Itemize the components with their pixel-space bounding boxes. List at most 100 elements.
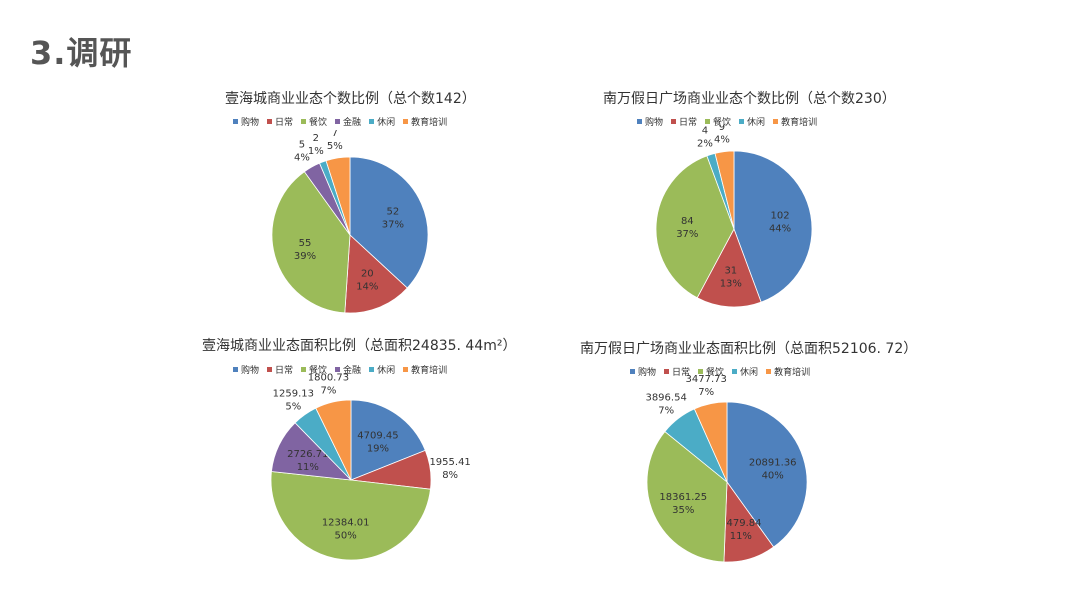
legend-swatch [705,119,711,124]
legend-swatch [403,367,409,372]
legend-item: 购物 [233,363,259,376]
legend-label: 休闲 [747,118,766,128]
chart-2-title: 南万假日广场商业业态个数比例（总个数230） [603,91,896,107]
pie-value-label: 4 [702,125,708,136]
page-title: 3.调研 [30,34,133,72]
legend-swatch [671,119,677,124]
pie-slice [315,399,352,481]
legend-item: 购物 [233,115,259,128]
legend-item: 教育培训 [403,115,447,128]
legend-item: 日常 [267,115,293,128]
pie-percent-label: 35% [672,505,694,516]
legend-label: 餐饮 [309,366,328,376]
legend-label: 餐饮 [706,368,725,378]
legend-swatch [233,119,238,124]
pie-percent-label: 4% [294,153,310,164]
pie-value-label: 5 [299,140,305,151]
legend-swatch [267,119,273,124]
legend-item: 教育培训 [773,115,817,128]
legend-label: 餐饮 [309,118,328,128]
pie-percent-label: 5% [327,141,343,152]
legend-item: 餐饮 [301,363,327,376]
legend-label: 购物 [638,368,657,378]
pie-percent-label: 39% [294,251,316,262]
legend-swatch [403,119,409,124]
legend-label: 日常 [672,368,691,378]
pie-slice [655,155,735,299]
pie-percent-label: 2% [697,138,713,149]
legend-item: 教育培训 [403,363,447,376]
pie-slice [350,399,426,481]
legend-item: 日常 [671,115,697,128]
pie-value-label: 5479.84 [720,518,761,529]
legend-swatch [732,369,738,374]
pie-slice [349,156,429,289]
pie-percent-label: 14% [356,281,378,292]
legend-label: 教育培训 [774,368,811,378]
legend-swatch [630,369,635,374]
pie-value-label: 3896.54 [645,393,686,404]
pie-slice [733,150,813,303]
legend-item: 金融 [335,115,361,128]
legend-label: 购物 [645,118,664,128]
pie-value-label: 31 [724,266,737,277]
legend-swatch [267,367,273,372]
pie-value-label: 20 [361,268,374,279]
pie-slice [726,401,808,548]
legend-swatch [698,369,704,374]
pie-percent-label: 37% [676,229,698,240]
pie-value-label: 9 [719,125,725,133]
pie-value-label: 2 [313,133,319,144]
chart-1-pie: 52 37% 20 14% 55 39% 5 4%2 1% 7 5% [271,130,429,314]
pie-slice [271,171,351,314]
legend-swatch [301,367,307,372]
pie-percent-label: 44% [769,224,791,235]
legend-label: 教育培训 [411,118,448,128]
legend-label: 购物 [241,366,260,376]
pie-slice [646,431,728,563]
legend-label: 休闲 [377,366,396,376]
pie-percent-label: 4% [714,135,730,146]
legend-label: 日常 [679,118,698,128]
pie-value-label: 7 [332,130,338,139]
legend-swatch [369,367,375,372]
pie-percent-label: 7% [320,386,336,397]
chart-2-legend: 购物 日常 餐饮 休闲 教育培训 [637,115,817,128]
legend-swatch [335,119,341,124]
pie-value-label: 3477.73 [686,374,727,385]
legend-item: 餐饮 [705,115,731,128]
chart-4-legend: 购物 日常 餐饮 休闲 教育培训 [630,365,810,378]
pie-slice [344,234,408,314]
legend-item: 餐饮 [301,115,327,128]
pie-percent-label: 11% [730,531,752,542]
pie-value-label: 18361.25 [659,492,707,503]
legend-swatch [739,119,745,124]
legend-item: 购物 [630,365,656,378]
legend-swatch [773,119,779,124]
pie-value-label: 2726.71 [287,449,328,460]
legend-label: 购物 [241,118,260,128]
legend-swatch [664,369,670,374]
legend-label: 休闲 [740,368,759,378]
legend-item: 休闲 [369,115,395,128]
chart-4-pie: 20891.36 40% 5479.84 11% 18361.25 35% 3896.54 7… [645,374,808,563]
legend-swatch [369,119,375,124]
pie-percent-label: 11% [297,462,319,473]
chart-3-legend: 购物 日常 餐饮 金融 休闲 教育培训 [233,363,447,376]
pie-value-label: 4709.45 [357,430,398,441]
legend-label: 日常 [275,366,294,376]
chart-4-title: 南万假日广场商业业态面积比例（总面积52106. 72） [580,341,918,357]
legend-label: 教育培训 [411,366,448,376]
pie-percent-label: 19% [367,443,389,454]
legend-swatch [637,119,642,124]
pie-value-label: 52 [387,206,400,217]
legend-label: 金融 [343,118,362,128]
chart-3-pie: 4709.45 19% 1955.41 8% 12384.01 50% 2726.71 11%… [270,373,470,561]
pie-slice [714,150,735,230]
legend-item: 金融 [335,363,361,376]
pie-value-label: 12384.01 [322,518,370,529]
pie-percent-label: 7% [698,387,714,398]
pie-percent-label: 40% [762,470,784,481]
legend-swatch [233,367,238,372]
pie-percent-label: 50% [335,531,357,542]
